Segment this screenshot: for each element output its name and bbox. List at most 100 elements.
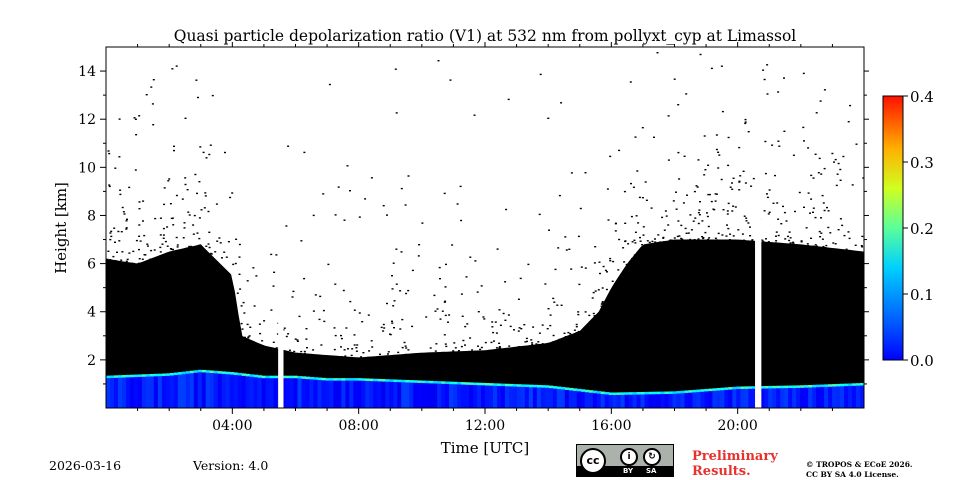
aerosol-edge xyxy=(808,384,813,388)
colorbar-tick-label: 0.1 xyxy=(910,286,934,304)
noise-speck xyxy=(609,257,612,260)
aerosol-cell xyxy=(369,379,374,408)
aerosol-cell xyxy=(397,380,402,408)
noise-speck xyxy=(119,189,122,191)
noise-speck xyxy=(460,345,463,348)
aerosol-edge xyxy=(656,391,662,395)
aerosol-edge xyxy=(165,373,171,376)
aerosol-cell xyxy=(636,393,642,408)
noise-speck xyxy=(175,236,178,239)
heatmap-layer xyxy=(106,47,864,408)
noise-speck xyxy=(843,234,846,237)
noise-speck xyxy=(249,326,252,328)
aerosol-cell xyxy=(752,387,757,408)
noise-speck xyxy=(368,350,371,352)
noise-speck xyxy=(780,223,783,225)
noise-speck xyxy=(114,241,116,243)
aerosol-cell xyxy=(341,379,346,408)
noise-speck xyxy=(207,243,210,245)
noise-speck xyxy=(114,167,117,169)
y-tick-label: 14 xyxy=(78,64,96,80)
noise-speck xyxy=(685,232,688,234)
aerosol-edge xyxy=(333,378,338,381)
aerosol-cell xyxy=(812,385,817,408)
noise-speck xyxy=(173,145,175,147)
aerosol-cell xyxy=(708,389,713,408)
aerosol-cell xyxy=(437,382,442,408)
noise-speck xyxy=(714,200,717,202)
noise-speck xyxy=(738,180,741,182)
noise-speck xyxy=(810,237,812,239)
aerosol-edge xyxy=(636,392,642,395)
aerosol-edge xyxy=(209,370,215,374)
aerosol-cell xyxy=(233,373,239,408)
noise-speck xyxy=(703,174,706,176)
noise-speck xyxy=(401,346,404,349)
noise-speck xyxy=(721,234,724,236)
noise-speck xyxy=(464,325,467,328)
noise-speck xyxy=(855,143,858,145)
noise-speck xyxy=(499,324,502,326)
y-tick-label: 4 xyxy=(87,305,96,321)
license-line2: CC BY SA 4.0 License. xyxy=(806,470,899,479)
noise-speck xyxy=(350,354,353,357)
noise-speck xyxy=(356,344,359,346)
noise-speck xyxy=(138,115,141,117)
noise-speck xyxy=(337,186,340,188)
noise-speck xyxy=(629,81,632,83)
aerosol-edge xyxy=(736,386,741,390)
aerosol-cell xyxy=(133,375,139,408)
aerosol-cell xyxy=(772,386,777,408)
aerosol-edge xyxy=(137,374,143,377)
aerosol-cell xyxy=(528,385,534,408)
aerosol-cell xyxy=(145,375,151,408)
noise-speck xyxy=(718,154,721,156)
aerosol-edge xyxy=(664,391,670,395)
noise-speck xyxy=(849,104,852,107)
noise-speck xyxy=(750,240,753,242)
aerosol-cell xyxy=(816,385,821,408)
aerosol-cell xyxy=(257,376,263,408)
noise-speck xyxy=(482,316,485,318)
noise-speck xyxy=(492,331,495,334)
noise-speck xyxy=(630,215,633,218)
noise-speck xyxy=(575,326,578,328)
aerosol-cell xyxy=(217,372,223,408)
noise-speck xyxy=(848,237,851,240)
noise-speck xyxy=(727,202,730,205)
aerosol-edge xyxy=(433,381,438,384)
noise-speck xyxy=(371,346,374,348)
noise-speck xyxy=(170,217,173,220)
noise-speck xyxy=(527,263,530,266)
noise-speck xyxy=(491,321,494,323)
aerosol-cell xyxy=(469,383,474,408)
noise-speck xyxy=(405,292,408,295)
aerosol-edge xyxy=(221,371,227,374)
noise-speck xyxy=(783,130,786,132)
noise-speck xyxy=(553,301,556,303)
noise-speck xyxy=(221,257,223,259)
noise-speck xyxy=(322,309,325,312)
noise-speck xyxy=(498,346,501,348)
noise-speck xyxy=(777,91,780,93)
noise-speck xyxy=(175,194,178,197)
noise-speck xyxy=(546,328,549,330)
noise-speck xyxy=(744,118,747,121)
noise-speck xyxy=(772,202,775,204)
noise-speck xyxy=(205,245,208,247)
noise-speck xyxy=(355,350,358,352)
noise-speck xyxy=(164,240,167,243)
aerosol-cell xyxy=(329,379,334,408)
y-tick-label: 12 xyxy=(78,112,96,128)
noise-speck xyxy=(570,172,573,174)
noise-speck xyxy=(355,347,358,349)
aerosol-edge xyxy=(848,383,853,386)
noise-speck xyxy=(152,79,155,81)
aerosol-cell xyxy=(285,376,291,408)
aerosol-edge xyxy=(153,373,159,377)
noise-speck xyxy=(498,347,501,349)
noise-speck xyxy=(411,325,414,328)
aerosol-edge xyxy=(800,385,805,388)
noise-speck xyxy=(683,155,686,157)
noise-speck xyxy=(142,220,144,222)
